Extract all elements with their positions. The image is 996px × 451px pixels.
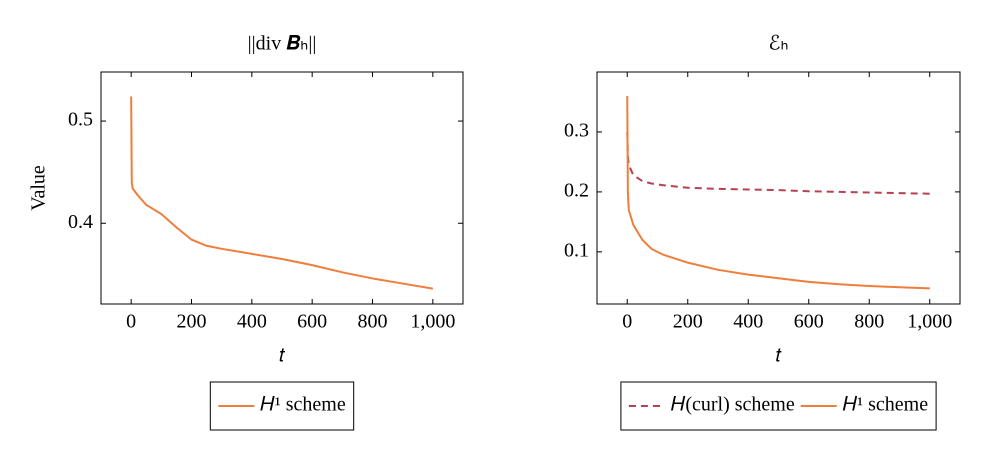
data-line [626, 95, 930, 290]
x-tick-label: 800 [358, 311, 388, 333]
x-tick-label: 400 [237, 311, 267, 333]
y-tick-label: 0.4 [68, 211, 93, 233]
x-tick-label: 1,000 [410, 311, 455, 333]
x-tick-label: 400 [733, 311, 763, 333]
chart-title: ||div 𝑩ₕ|| [248, 33, 317, 55]
legend-label: 𝐻¹ scheme [260, 394, 346, 416]
x-tick-label: 800 [854, 311, 884, 333]
plot-frame [596, 71, 961, 305]
legend: 𝐻¹ scheme [209, 381, 355, 431]
plot-frame [100, 71, 464, 305]
x-tick-label: 200 [177, 311, 207, 333]
x-axis-label: 𝑡 [279, 345, 286, 367]
y-tick-label: 0.5 [68, 109, 93, 131]
legend-frame [209, 381, 355, 431]
y-tick-label: 0.3 [564, 120, 589, 142]
legend-label: 𝐻(curl) scheme [671, 394, 795, 416]
legend: 𝐻(curl) scheme 𝐻¹ scheme [620, 381, 937, 431]
x-tick-label: 0 [126, 311, 136, 333]
data-line [130, 96, 433, 290]
legend-frame [620, 381, 937, 431]
x-tick-label: 0 [622, 311, 632, 333]
legend-label: 𝐻¹ scheme [843, 394, 929, 416]
y-tick-label: 0.1 [564, 239, 589, 261]
chart-title: ℰₕ [768, 33, 788, 55]
x-tick-label: 1,000 [907, 311, 952, 333]
y-axis-label: Value [28, 165, 50, 211]
y-tick-label: 0.2 [564, 179, 589, 201]
x-tick-label: 600 [297, 311, 327, 333]
data-line [626, 131, 930, 195]
x-tick-label: 200 [673, 311, 703, 333]
x-tick-label: 600 [794, 311, 824, 333]
x-axis-label: 𝑡 [775, 345, 782, 367]
